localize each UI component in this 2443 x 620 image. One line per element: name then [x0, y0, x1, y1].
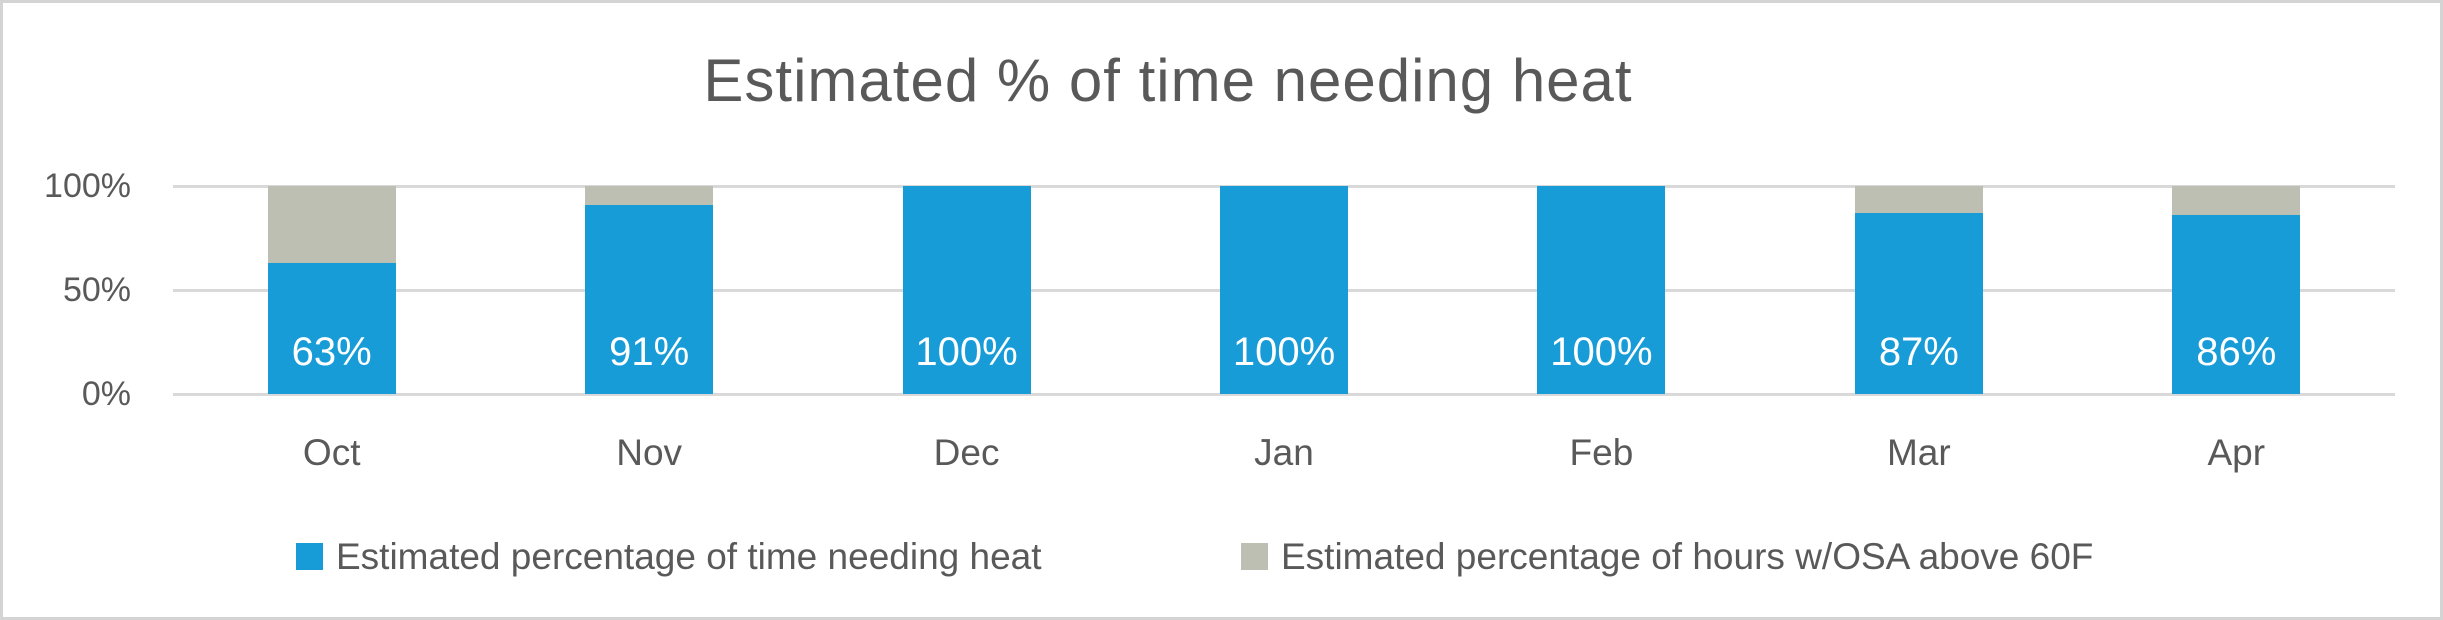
bar: 86% [2172, 186, 2301, 394]
x-axis-label: Mar [1886, 432, 1951, 473]
y-tick-label: 100% [44, 167, 131, 205]
x-axis-label: Oct [302, 432, 361, 473]
x-axis-label: Feb [1569, 432, 1634, 473]
x-axis-label: Dec [933, 432, 1000, 473]
bar: 91% [585, 186, 714, 394]
y-tick-label: 50% [62, 271, 131, 309]
bar-value-label: 100% [915, 330, 1018, 374]
bar: 87% [1854, 186, 1983, 394]
legend-label: Estimated percentage of time needing hea… [336, 536, 1042, 577]
bar-segment-osa [1854, 186, 1983, 214]
bar-value-label: 100% [1232, 330, 1336, 374]
bar-value-label: 86% [2196, 330, 2277, 374]
x-axis-label: Apr [2207, 432, 2266, 473]
legend-item: Estimated percentage of hours w/OSA abov… [1241, 538, 2093, 575]
bar-segment-osa [2172, 186, 2301, 216]
y-tick-label: 0% [81, 375, 131, 413]
bar-segment-heat [1220, 186, 1348, 394]
bar-segment-osa [585, 186, 714, 205]
bar-segment-heat [902, 186, 1031, 394]
bar-segment-osa [267, 186, 396, 263]
gridline [173, 392, 2395, 396]
bar-segment-heat [1537, 186, 1666, 394]
bar-value-label: 100% [1550, 330, 1653, 374]
bar: 63% [267, 186, 396, 394]
x-axis-label: Nov [616, 432, 683, 473]
bar-value-label: 63% [291, 330, 372, 374]
bar-value-label: 91% [609, 330, 690, 374]
bar: 100% [902, 186, 1031, 394]
bar-segment-heat [585, 204, 714, 394]
bar-segment-heat [1854, 213, 1983, 394]
bar-segment-heat [2172, 215, 2301, 394]
bar: 100% [1220, 186, 1348, 394]
legend-item: Estimated percentage of time needing hea… [296, 538, 1042, 575]
legend-label: Estimated percentage of hours w/OSA abov… [1281, 536, 2094, 577]
bar-segment-heat [267, 262, 396, 394]
legend-swatch [1241, 543, 1268, 570]
bar: 100% [1537, 186, 1666, 394]
x-axis-label: Jan [1254, 432, 1314, 473]
legend-swatch [296, 543, 323, 570]
bar-value-label: 87% [1878, 330, 1959, 374]
chart-title: Estimated % of time needing heat [703, 47, 1633, 114]
